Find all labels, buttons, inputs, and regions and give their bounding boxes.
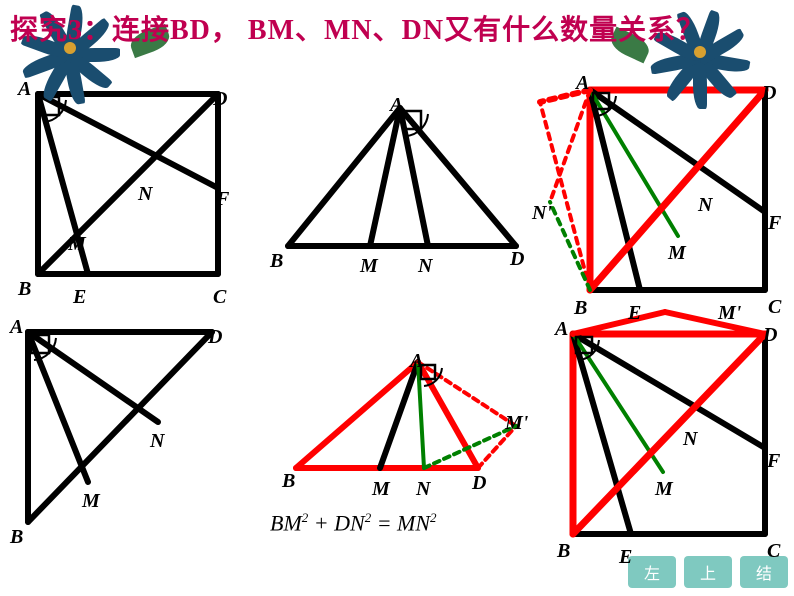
- vertex-label: A: [10, 316, 23, 339]
- fig6: ADNFMBEC: [555, 318, 785, 548]
- fig1: ADFNMBEC: [18, 78, 238, 278]
- vertex-label: C: [767, 540, 780, 563]
- vertex-label: M': [718, 302, 741, 325]
- vertex-label: D: [510, 248, 524, 271]
- vertex-label: E: [628, 302, 641, 325]
- vertex-label: D: [762, 82, 776, 105]
- vertex-label: A: [410, 350, 423, 373]
- fig3: ADN'NFMBEM'C: [540, 72, 785, 300]
- formula: BM2 + DN2 = MN2: [270, 510, 437, 536]
- vertex-label: N': [532, 202, 552, 225]
- vertex-label: A: [18, 78, 31, 101]
- vertex-label: A: [390, 94, 403, 117]
- vertex-label: M: [668, 242, 686, 265]
- vertex-label: M: [655, 478, 673, 501]
- page-title: 探究3：连接BD， BM、MN、DN又有什么数量关系？: [10, 8, 705, 48]
- nav-button[interactable]: 上: [684, 556, 732, 588]
- vertex-label: B: [10, 526, 23, 549]
- vertex-label: N: [138, 183, 152, 206]
- vertex-label: C: [213, 286, 226, 309]
- vertex-label: D: [472, 472, 486, 495]
- vertex-label: M': [505, 412, 528, 435]
- vertex-label: F: [768, 212, 781, 235]
- vertex-label: N: [150, 430, 164, 453]
- vertex-label: M: [372, 478, 390, 501]
- vertex-label: M: [360, 255, 378, 278]
- vertex-label: E: [73, 286, 86, 309]
- nav-button[interactable]: 结: [740, 556, 788, 588]
- vertex-label: N: [416, 478, 430, 501]
- vertex-label: B: [574, 297, 587, 320]
- nav-button[interactable]: 左: [628, 556, 676, 588]
- vertex-label: D: [213, 88, 227, 111]
- fig5: AM'BMND: [280, 350, 540, 490]
- vertex-label: N: [698, 194, 712, 217]
- vertex-label: D: [763, 324, 777, 347]
- vertex-label: F: [216, 188, 229, 211]
- vertex-label: A: [576, 72, 589, 95]
- vertex-label: E: [619, 546, 632, 569]
- vertex-label: C: [768, 296, 781, 319]
- vertex-label: M: [68, 233, 86, 256]
- vertex-label: D: [208, 326, 222, 349]
- vertex-label: N: [418, 255, 432, 278]
- vertex-label: M: [82, 490, 100, 513]
- vertex-label: B: [18, 278, 31, 301]
- fig4: ADNMB: [10, 310, 230, 530]
- vertex-label: A: [555, 318, 568, 341]
- fig2: ABMND: [270, 90, 530, 260]
- vertex-label: F: [767, 450, 780, 473]
- vertex-label: N: [683, 428, 697, 451]
- vertex-label: B: [270, 250, 283, 273]
- vertex-label: B: [557, 540, 570, 563]
- vertex-label: B: [282, 470, 295, 493]
